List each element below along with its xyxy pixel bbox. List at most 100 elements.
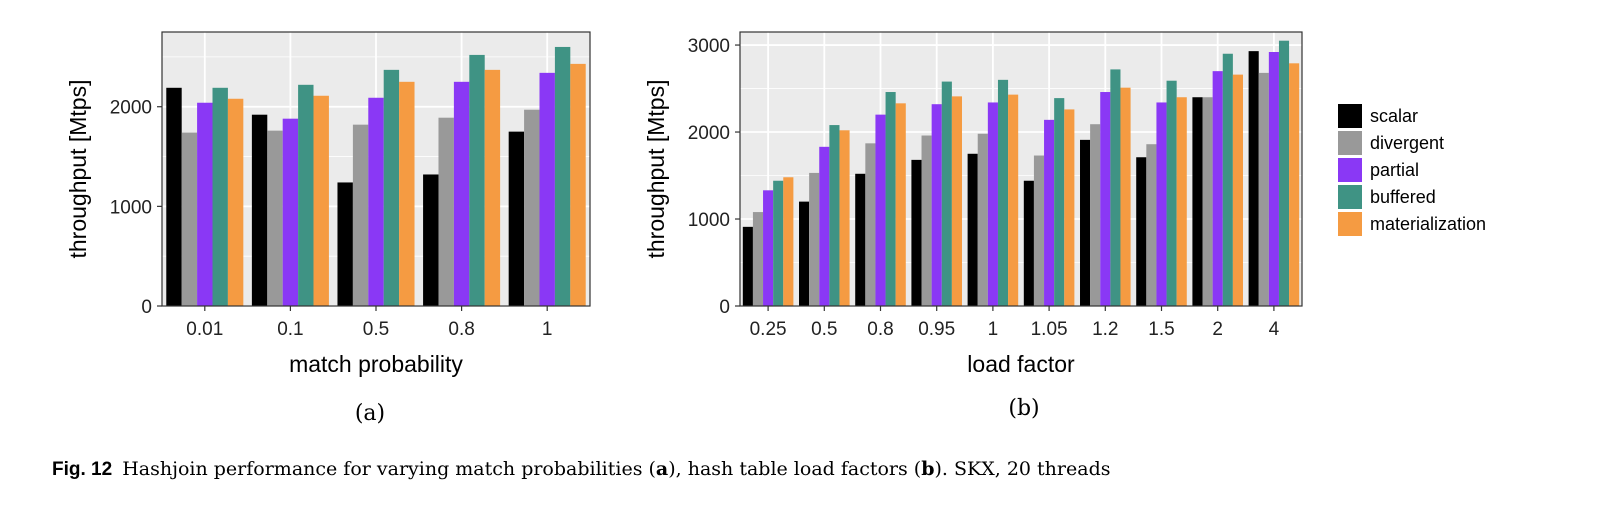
legend: scalar divergent partial buffered materializ…: [1338, 104, 1486, 236]
x-tick-label: 1: [542, 319, 553, 340]
x-tick-label: 0.01: [186, 319, 223, 340]
x-tick-label: 1.05: [1031, 319, 1068, 340]
bar-partial-0.25: [763, 190, 774, 306]
bar-buffered-0.8: [885, 92, 896, 307]
bar-divergent-1.2: [1090, 124, 1101, 306]
legend-swatch-materialization: [1338, 212, 1362, 236]
bar-scalar-0.25: [742, 226, 753, 306]
bar-scalar-0.8: [855, 173, 866, 306]
bar-buffered-0.1: [298, 84, 314, 306]
y-tick-label: 0: [719, 297, 730, 318]
bar-buffered-1.2: [1110, 69, 1121, 307]
legend-swatch-scalar: [1338, 104, 1362, 128]
y-tick-label: 1000: [110, 197, 152, 218]
legend-label-materialization: materialization: [1370, 214, 1486, 234]
legend-label-divergent: divergent: [1370, 133, 1444, 153]
bar-buffered-0.25: [773, 180, 784, 306]
legend-label-scalar: scalar: [1370, 106, 1418, 126]
bar-buffered-1: [554, 46, 571, 306]
bar-partial-4: [1268, 52, 1279, 306]
bar-scalar-1.05: [1023, 180, 1034, 306]
bar-partial-0.95: [931, 104, 942, 306]
bar-buffered-1: [997, 79, 1009, 306]
x-tick-label: 0.25: [750, 319, 787, 340]
bar-partial-1: [987, 102, 998, 306]
bar-materialization-0.25: [783, 177, 794, 306]
bar-buffered-1.5: [1166, 80, 1177, 306]
bar-partial-1.05: [1044, 119, 1055, 306]
bar-partial-0.01: [197, 102, 213, 306]
bar-divergent-1: [524, 109, 540, 306]
bar-materialization-1.05: [1064, 109, 1075, 307]
bar-partial-1.5: [1156, 102, 1167, 306]
bar-divergent-2: [1202, 97, 1213, 306]
caption-text-1: Hashjoin performance for varying match p…: [122, 458, 656, 480]
bar-materialization-0.5: [399, 81, 415, 307]
bar-partial-1.2: [1100, 92, 1111, 307]
bar-materialization-1: [570, 63, 586, 306]
legend-swatch-buffered: [1338, 185, 1362, 209]
bar-buffered-1.05: [1054, 98, 1065, 306]
bar-divergent-0.1: [267, 130, 283, 306]
bar-scalar-0.5: [337, 182, 353, 306]
legend-label-buffered: buffered: [1370, 187, 1436, 207]
x-axis-title: load factor: [967, 351, 1075, 377]
plot-border: [739, 31, 1303, 307]
x-tick-label: 1.5: [1148, 319, 1174, 340]
y-tick-label: 2000: [688, 123, 730, 144]
figure-caption: Fig. 12 Hashjoin performance for varying …: [52, 458, 1592, 481]
x-tick-label: 1: [988, 319, 999, 340]
bar-scalar-0.01: [166, 87, 182, 307]
y-axis-title: throughput [Mtps]: [65, 80, 91, 259]
bar-materialization-1: [1008, 94, 1019, 306]
y-axis-title: throughput [Mtps]: [643, 80, 669, 259]
x-tick-label: 0.8: [448, 319, 474, 340]
bar-partial-0.1: [282, 118, 299, 306]
sublabel-a: (a): [355, 401, 385, 426]
bar-scalar-1: [967, 153, 978, 306]
bar-buffered-2: [1222, 53, 1233, 306]
bar-buffered-4: [1278, 40, 1290, 306]
bar-divergent-0.01: [181, 132, 198, 306]
bar-divergent-0.25: [752, 212, 764, 306]
bar-materialization-0.01: [227, 98, 244, 306]
bar-buffered-0.8: [469, 54, 485, 306]
x-tick-label: 2: [1212, 319, 1223, 340]
caption-fig-label: Fig. 12: [52, 459, 113, 480]
bar-buffered-0.5: [383, 69, 400, 306]
bar-materialization-0.5: [839, 130, 850, 306]
x-tick-label: 0.5: [363, 319, 389, 340]
legend-swatch-divergent: [1338, 131, 1362, 155]
caption-bold-a: a: [655, 458, 669, 480]
x-tick-label: 1.2: [1092, 319, 1118, 340]
bar-divergent-0.95: [921, 135, 932, 306]
bar-divergent-0.5: [809, 172, 820, 306]
bar-materialization-2: [1232, 74, 1243, 306]
bar-partial-0.8: [453, 81, 470, 307]
bar-materialization-0.1: [313, 95, 329, 306]
bar-materialization-0.8: [484, 69, 501, 306]
bar-divergent-0.8: [438, 117, 454, 306]
bar-divergent-1.5: [1146, 144, 1157, 306]
bar-divergent-4: [1258, 72, 1269, 306]
bar-scalar-4: [1248, 51, 1259, 307]
bar-buffered-0.01: [212, 87, 228, 307]
y-tick-label: 0: [141, 297, 152, 318]
x-tick-label: 0.8: [867, 319, 893, 340]
bar-scalar-0.8: [423, 174, 439, 306]
sublabel-b: (b): [1008, 396, 1039, 421]
chart-a: 0 1000 2000 0.01 0.1 0.5 0.8 1 match probability…: [65, 31, 591, 377]
legend-swatch-partial: [1338, 158, 1362, 182]
bar-partial-0.5: [819, 146, 830, 306]
bar-scalar-2: [1192, 97, 1203, 306]
chart-b: 0 1000 2000 3000 0.25 0.5 0.8 0.95 1 1.05 1.2 1.5 2 4…: [643, 31, 1303, 377]
y-tick-label: 1000: [688, 210, 730, 231]
bar-scalar-0.95: [911, 159, 922, 306]
bar-scalar-0.5: [799, 201, 810, 306]
x-tick-label: 0.5: [811, 319, 837, 340]
bar-divergent-1.05: [1033, 155, 1045, 306]
caption-text-2: ), hash table load factors (: [668, 458, 922, 480]
bar-partial-2: [1212, 71, 1223, 307]
bar-materialization-1.5: [1176, 97, 1187, 306]
